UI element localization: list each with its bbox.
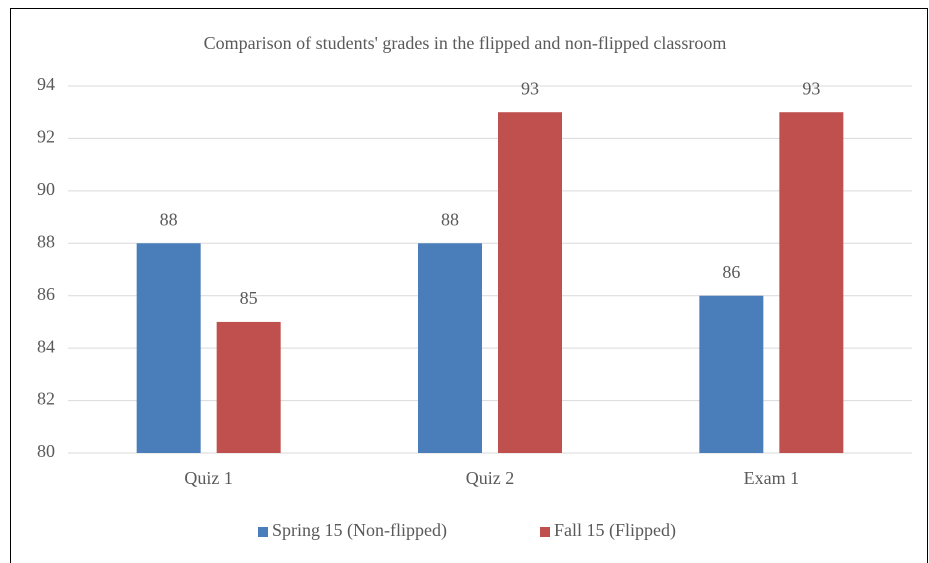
data-label: 85 bbox=[240, 288, 258, 308]
x-tick-label: Quiz 1 bbox=[184, 468, 233, 488]
data-label: 88 bbox=[441, 209, 459, 229]
bar bbox=[418, 243, 482, 453]
legend-swatch bbox=[258, 527, 268, 537]
legend-swatch bbox=[540, 527, 550, 537]
y-tick-label: 92 bbox=[37, 127, 55, 147]
data-label: 93 bbox=[521, 78, 539, 98]
y-tick-label: 86 bbox=[37, 284, 55, 304]
legend-label: Fall 15 (Flipped) bbox=[554, 520, 676, 541]
y-tick-label: 88 bbox=[37, 231, 55, 251]
data-label: 93 bbox=[802, 78, 820, 98]
y-tick-label: 82 bbox=[37, 389, 55, 409]
data-label: 88 bbox=[160, 209, 178, 229]
data-label: 86 bbox=[722, 262, 740, 282]
bar bbox=[136, 243, 201, 453]
x-tick-label: Quiz 2 bbox=[466, 468, 515, 488]
bar bbox=[699, 295, 764, 453]
y-tick-label: 80 bbox=[37, 441, 55, 461]
y-tick-label: 94 bbox=[37, 74, 55, 94]
y-tick-label: 84 bbox=[37, 336, 55, 356]
legend-label: Spring 15 (Non-flipped) bbox=[272, 520, 447, 541]
y-tick-label: 90 bbox=[37, 179, 55, 199]
x-tick-label: Exam 1 bbox=[744, 468, 800, 488]
chart-title: Comparison of students' grades in the fl… bbox=[204, 33, 727, 53]
bar bbox=[498, 112, 562, 453]
bar bbox=[216, 321, 281, 453]
bar bbox=[779, 112, 844, 453]
